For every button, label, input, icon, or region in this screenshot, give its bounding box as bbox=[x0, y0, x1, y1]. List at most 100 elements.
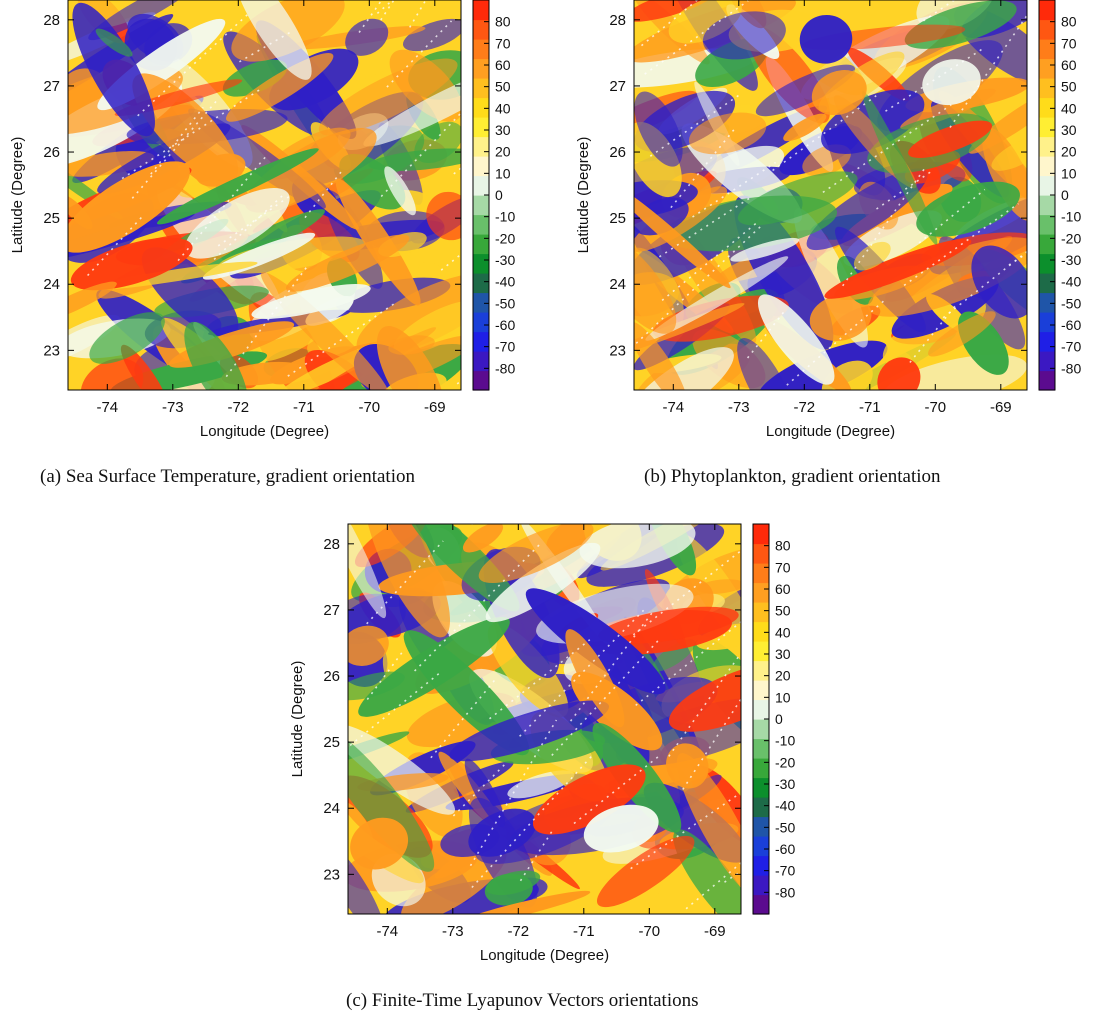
streak-line bbox=[630, 792, 741, 870]
streak-line bbox=[918, 188, 986, 244]
colorbar-segment bbox=[753, 816, 769, 837]
colorbar-tick-label: 20 bbox=[495, 144, 511, 160]
field-patch bbox=[157, 148, 319, 225]
streak-line bbox=[489, 639, 591, 720]
streak-line bbox=[573, 754, 661, 825]
colorbar-segment bbox=[1039, 58, 1055, 79]
field-patch bbox=[688, 112, 767, 155]
streak-line bbox=[682, 697, 741, 790]
colorbar-segment bbox=[473, 19, 489, 40]
x-tick-label: -73 bbox=[442, 923, 464, 940]
field-patch bbox=[634, 121, 682, 198]
colorbar-segment bbox=[473, 156, 489, 177]
colorbar-segment bbox=[753, 797, 769, 818]
field-patch bbox=[358, 616, 510, 717]
field-patch bbox=[88, 0, 203, 41]
colorbar-segment bbox=[753, 875, 769, 896]
field-patch bbox=[478, 524, 594, 583]
field-patch bbox=[468, 808, 537, 857]
colorbar-tick-label: -80 bbox=[775, 884, 795, 900]
field-patch bbox=[68, 161, 190, 253]
colorbar-tick-label: -10 bbox=[495, 209, 515, 225]
field-patch bbox=[68, 281, 117, 325]
colorbar-tick-label: -20 bbox=[775, 754, 795, 770]
streak-line bbox=[1008, 252, 1027, 266]
colorbar-tick-label: -10 bbox=[775, 733, 795, 749]
colorbar-segment bbox=[1039, 136, 1055, 157]
field-patch bbox=[414, 121, 461, 164]
field-patch bbox=[806, 168, 928, 251]
chart-b: -74 -73 -72 -71 -70 -69 23 24 25 26 27 28 Longitude … bbox=[575, 0, 1081, 440]
colorbar-segment bbox=[753, 719, 769, 740]
colorbar-segment bbox=[473, 0, 489, 21]
colorbar-segment bbox=[473, 78, 489, 99]
colorbar-tick-label: 60 bbox=[495, 57, 511, 73]
field-patch bbox=[799, 14, 853, 64]
colorbar-tick-label: 0 bbox=[1061, 187, 1069, 203]
colorbar-tick-label: -70 bbox=[1061, 339, 1081, 355]
field-patch bbox=[345, 18, 389, 56]
field-patch bbox=[757, 294, 835, 385]
colorbar-segment bbox=[473, 234, 489, 255]
colorbar-segment bbox=[1039, 214, 1055, 235]
streak-line bbox=[772, 95, 877, 172]
colorbar-tick-label: 70 bbox=[775, 559, 791, 575]
colorbar-segment bbox=[753, 621, 769, 642]
streak-line bbox=[519, 609, 645, 737]
field-patch bbox=[402, 524, 520, 612]
field-patch bbox=[234, 0, 312, 80]
field-patch bbox=[824, 238, 972, 299]
field-patch bbox=[916, 181, 1020, 237]
streak-line bbox=[380, 0, 395, 21]
colorbar-tick-label: 10 bbox=[1061, 165, 1077, 181]
chart-c: -74 -73 -72 -71 -70 -69 23 24 25 26 27 28 Longitude … bbox=[289, 523, 795, 964]
field-patch bbox=[426, 191, 461, 241]
field-patch bbox=[120, 344, 169, 390]
colorbar-tick-label: 10 bbox=[495, 165, 511, 181]
colorbar-tick-label: -10 bbox=[1061, 209, 1081, 225]
colorbar-segment bbox=[1039, 117, 1055, 138]
field-patch bbox=[737, 171, 858, 226]
colorbar-segment bbox=[753, 894, 769, 915]
field-patch bbox=[384, 166, 416, 216]
streak-line bbox=[131, 100, 218, 199]
colorbar-segment bbox=[753, 836, 769, 857]
colorbar-segment bbox=[473, 273, 489, 294]
field-patch bbox=[348, 524, 387, 619]
colorbar-segment bbox=[1039, 19, 1055, 40]
field-patch bbox=[971, 245, 1027, 319]
field-patch bbox=[862, 91, 938, 245]
colorbar-segment bbox=[1039, 312, 1055, 333]
colorbar-tick-label: -50 bbox=[1061, 295, 1081, 311]
x-tick-label: -71 bbox=[859, 399, 881, 416]
colorbar-tick-label: 30 bbox=[495, 122, 511, 138]
colorbar-tick-label: 40 bbox=[1061, 100, 1077, 116]
colorbar-tick-label: -20 bbox=[1061, 230, 1081, 246]
x-tick-label: -74 bbox=[662, 399, 684, 416]
colorbar-tick-label: -80 bbox=[1061, 360, 1081, 376]
field-patch bbox=[72, 2, 155, 137]
field-patch bbox=[462, 524, 504, 553]
field-patch bbox=[335, 5, 440, 82]
y-axis-label: Latitude (Degree) bbox=[289, 661, 306, 778]
streak-line bbox=[150, 106, 204, 175]
field-patch bbox=[737, 337, 795, 390]
colorbar-tick-label: -70 bbox=[775, 863, 795, 879]
field-patch bbox=[730, 237, 800, 262]
colorbar-tick-label: 70 bbox=[1061, 35, 1077, 51]
colorbar-segment bbox=[1039, 0, 1055, 21]
colorbar-segment bbox=[1039, 292, 1055, 313]
colorbar-segment bbox=[473, 351, 489, 372]
streak-line bbox=[903, 202, 1019, 287]
field-patch bbox=[666, 743, 709, 789]
field-patch bbox=[464, 758, 506, 828]
field-patch bbox=[673, 829, 741, 914]
field-patch bbox=[634, 184, 731, 289]
x-tick-label: -69 bbox=[704, 923, 726, 940]
field-patch bbox=[335, 277, 451, 313]
field-patch bbox=[485, 542, 601, 623]
colorbar-tick-label: 80 bbox=[495, 14, 511, 30]
colorbar-tick-label: -60 bbox=[775, 841, 795, 857]
colorbar-tick-label: 30 bbox=[1061, 122, 1077, 138]
y-tick-label: 26 bbox=[43, 144, 60, 161]
